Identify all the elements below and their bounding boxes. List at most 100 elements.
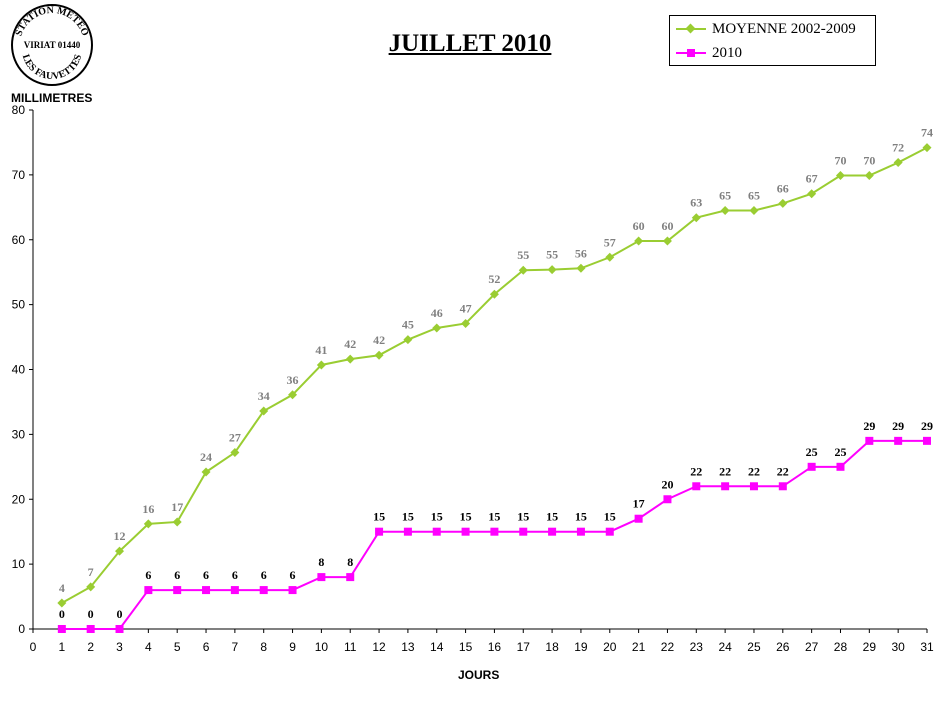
point-2010	[115, 625, 124, 633]
x-tick-label: 20	[603, 640, 617, 654]
point-2010	[548, 527, 557, 536]
x-axis-title: JOURS	[458, 668, 500, 682]
point-moyenne	[259, 406, 269, 416]
data-label-moyenne: 45	[402, 318, 414, 332]
point-moyenne	[634, 236, 644, 246]
point-2010	[375, 527, 384, 536]
data-label-moyenne: 4	[59, 581, 65, 595]
data-label-moyenne: 36	[287, 373, 299, 387]
y-tick-label: 80	[12, 103, 26, 117]
point-moyenne	[576, 263, 586, 273]
data-label-moyenne: 63	[690, 196, 702, 210]
data-label-2010: 22	[748, 464, 760, 478]
point-2010	[865, 436, 874, 445]
x-tick-label: 27	[805, 640, 819, 654]
data-label-2010: 6	[290, 568, 296, 582]
legend-label-2010: 2010	[712, 44, 742, 61]
data-label-2010: 22	[777, 464, 789, 478]
data-label-moyenne: 27	[229, 431, 241, 445]
point-2010	[432, 527, 441, 536]
point-moyenne	[115, 546, 125, 556]
point-moyenne	[374, 350, 384, 360]
data-label-moyenne: 17	[171, 500, 183, 514]
point-2010	[144, 586, 153, 595]
x-tick-label: 22	[661, 640, 675, 654]
data-label-2010: 8	[347, 555, 353, 569]
x-tick-label: 24	[718, 640, 732, 654]
data-label-2010: 15	[402, 510, 414, 524]
data-label-2010: 15	[373, 510, 385, 524]
data-label-2010: 20	[661, 477, 673, 491]
x-tick-label: 30	[891, 640, 905, 654]
x-tick-label: 18	[545, 640, 559, 654]
data-label-2010: 25	[834, 445, 846, 459]
data-label-2010: 29	[863, 419, 875, 433]
point-moyenne	[922, 143, 932, 153]
data-label-2010: 15	[546, 510, 558, 524]
point-moyenne	[57, 598, 67, 608]
point-moyenne	[691, 213, 701, 223]
data-label-2010: 25	[806, 445, 818, 459]
point-moyenne	[172, 517, 182, 527]
point-moyenne	[432, 323, 442, 333]
point-moyenne	[749, 206, 759, 216]
point-2010	[202, 586, 211, 595]
data-label-2010: 22	[719, 464, 731, 478]
point-2010	[461, 527, 470, 536]
point-moyenne	[547, 265, 557, 275]
data-label-moyenne: 72	[892, 141, 904, 155]
data-label-2010: 15	[575, 510, 587, 524]
data-label-moyenne: 60	[661, 219, 673, 233]
data-label-moyenne: 56	[575, 246, 587, 260]
point-2010	[403, 527, 412, 536]
data-label-2010: 29	[921, 419, 933, 433]
x-tick-label: 6	[203, 640, 210, 654]
point-moyenne	[345, 354, 355, 364]
data-label-2010: 6	[174, 568, 180, 582]
x-tick-label: 17	[517, 640, 531, 654]
point-moyenne	[807, 189, 817, 199]
data-label-2010: 15	[517, 510, 529, 524]
y-tick-label: 10	[12, 557, 26, 571]
point-moyenne	[835, 171, 845, 181]
x-tick-label: 14	[430, 640, 444, 654]
data-label-2010: 6	[145, 568, 151, 582]
point-moyenne	[288, 390, 298, 400]
point-2010	[721, 482, 730, 491]
y-tick-label: 50	[12, 298, 26, 312]
legend-item-moyenne: MOYENNE 2002-2009	[676, 19, 856, 39]
x-tick-label: 5	[174, 640, 181, 654]
stamp-center-text: VIRIAT 01440	[24, 40, 81, 50]
data-label-2010: 15	[460, 510, 472, 524]
x-tick-label: 11	[344, 640, 357, 654]
point-2010	[317, 573, 326, 582]
point-moyenne	[489, 289, 499, 299]
point-2010	[634, 514, 643, 523]
legend-square-marker	[676, 47, 706, 59]
data-label-moyenne: 60	[633, 219, 645, 233]
point-2010	[288, 586, 297, 595]
y-tick-label: 0	[18, 622, 25, 636]
y-tick-label: 70	[12, 168, 26, 182]
point-2010	[749, 482, 758, 491]
data-label-moyenne: 66	[777, 181, 789, 195]
data-label-2010: 6	[261, 568, 267, 582]
data-label-moyenne: 24	[200, 450, 212, 464]
point-moyenne	[778, 198, 788, 208]
point-2010	[259, 586, 268, 595]
point-moyenne	[518, 265, 528, 275]
data-label-moyenne: 52	[488, 272, 500, 286]
x-tick-label: 1	[58, 640, 65, 654]
point-2010	[663, 495, 672, 504]
data-label-2010: 6	[203, 568, 209, 582]
x-tick-label: 9	[289, 640, 296, 654]
x-tick-label: 16	[488, 640, 502, 654]
point-moyenne	[720, 206, 730, 216]
data-label-moyenne: 70	[863, 154, 875, 168]
point-2010	[490, 527, 499, 536]
legend-diamond-marker	[676, 23, 706, 35]
x-tick-label: 13	[401, 640, 415, 654]
data-label-2010: 15	[431, 510, 443, 524]
point-2010	[692, 482, 701, 491]
